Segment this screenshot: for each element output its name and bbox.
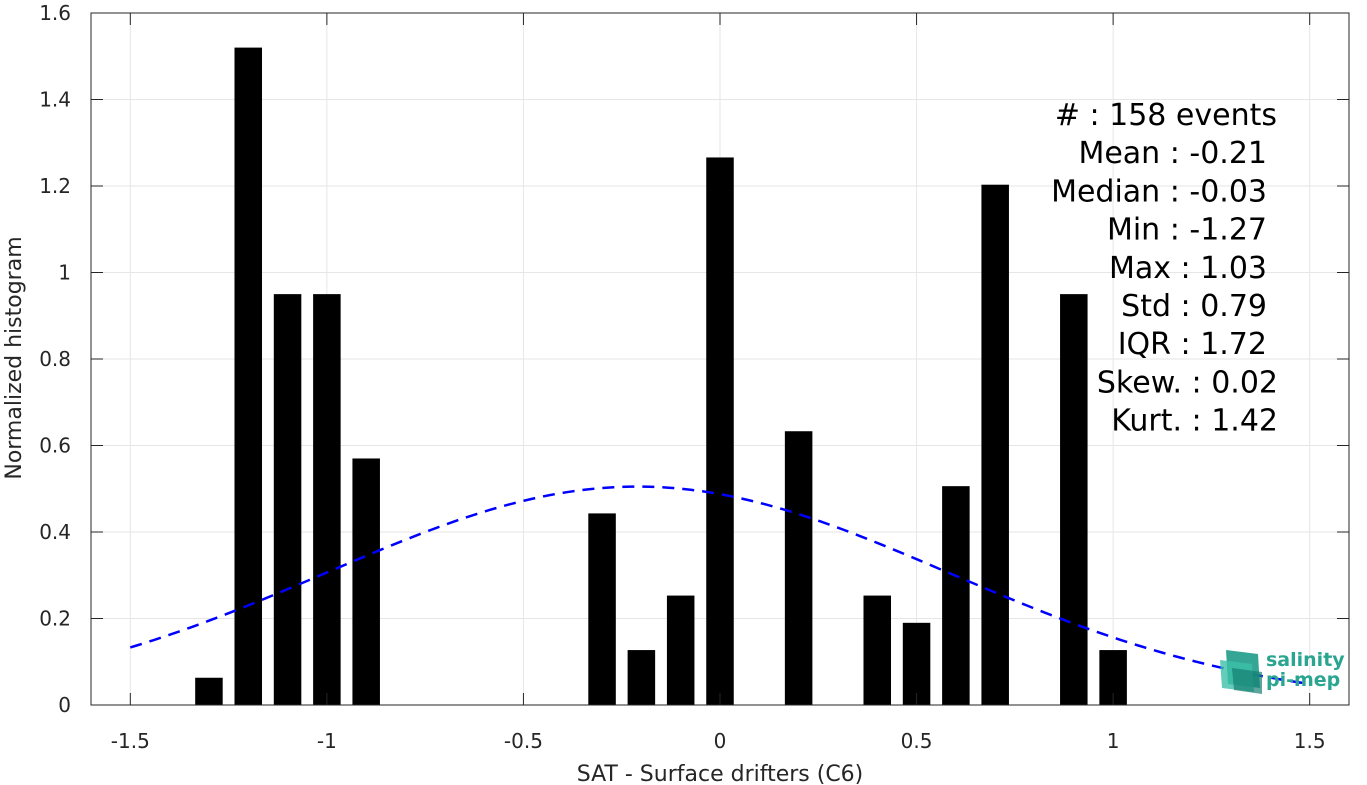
y-tick-label: 1.2 (39, 174, 71, 198)
histogram-bar (273, 294, 302, 705)
stat-line: # : 158 events (1055, 98, 1277, 133)
histogram-bar (313, 294, 341, 705)
x-axis-ticks: -1.5 -1 -0.5 0 0.5 1 1.5 (111, 13, 1326, 753)
y-tick-label: 0.6 (39, 434, 71, 458)
stat-line: Max : 1.03 (1109, 251, 1267, 286)
y-tick-label: 0.8 (39, 347, 71, 371)
x-tick-label: 0.5 (901, 729, 933, 753)
histogram-bar (981, 184, 1009, 705)
logo-text-pimep: pi-mep (1266, 669, 1340, 691)
y-tick-label: 1.4 (39, 88, 71, 112)
logo-wave-icon (1220, 650, 1262, 694)
histogram-bar (902, 622, 931, 705)
y-tick-label: 0.2 (39, 607, 71, 631)
y-axis-ticks: 0 0.2 0.4 0.6 0.8 1 1.2 1.4 1.6 (39, 1, 1349, 717)
histogram-bar (234, 47, 263, 706)
y-tick-label: 0.4 (39, 520, 71, 544)
stat-line: Mean : -0.21 (1078, 136, 1267, 171)
histogram-bar (666, 595, 695, 705)
stat-line: IQR : 1.72 (1118, 327, 1267, 362)
histogram-bar (588, 513, 616, 705)
histogram-bar (942, 486, 970, 705)
stat-line: Median : -0.03 (1051, 174, 1267, 209)
y-tick-label: 1.6 (39, 1, 71, 25)
x-tick-label: -1.5 (111, 729, 150, 753)
histogram-bar (352, 458, 380, 705)
histogram-bar (706, 157, 734, 705)
x-tick-label: -1 (317, 729, 337, 753)
stat-line: Std : 0.79 (1121, 289, 1267, 324)
histogram-bars (195, 47, 1127, 706)
salinity-pimep-logo: salinity pi-mep (1220, 649, 1345, 694)
y-tick-label: 1 (58, 261, 71, 285)
histogram-bar (1060, 294, 1088, 705)
x-tick-label: 1 (1107, 729, 1120, 753)
fit-curve-group (129, 485, 1310, 686)
x-tick-label: -0.5 (504, 729, 543, 753)
y-axis-title: Normalized histogram (2, 236, 27, 479)
histogram-bar (784, 431, 813, 705)
stat-line: Min : -1.27 (1107, 213, 1267, 248)
logo-text-salinity: salinity (1266, 649, 1345, 671)
x-tick-label: 1.5 (1294, 729, 1326, 753)
x-axis-title: SAT - Surface drifters (C6) (577, 762, 864, 785)
y-tick-label: 0 (58, 693, 71, 717)
fit-curve (129, 485, 1310, 686)
histogram-bar (195, 677, 223, 705)
stat-line: Kurt. : 1.42 (1111, 404, 1278, 439)
stat-line: Skew. : 0.02 (1097, 365, 1278, 400)
x-tick-label: 0 (714, 729, 727, 753)
histogram-bar (863, 595, 892, 705)
histogram-bar (627, 650, 656, 705)
